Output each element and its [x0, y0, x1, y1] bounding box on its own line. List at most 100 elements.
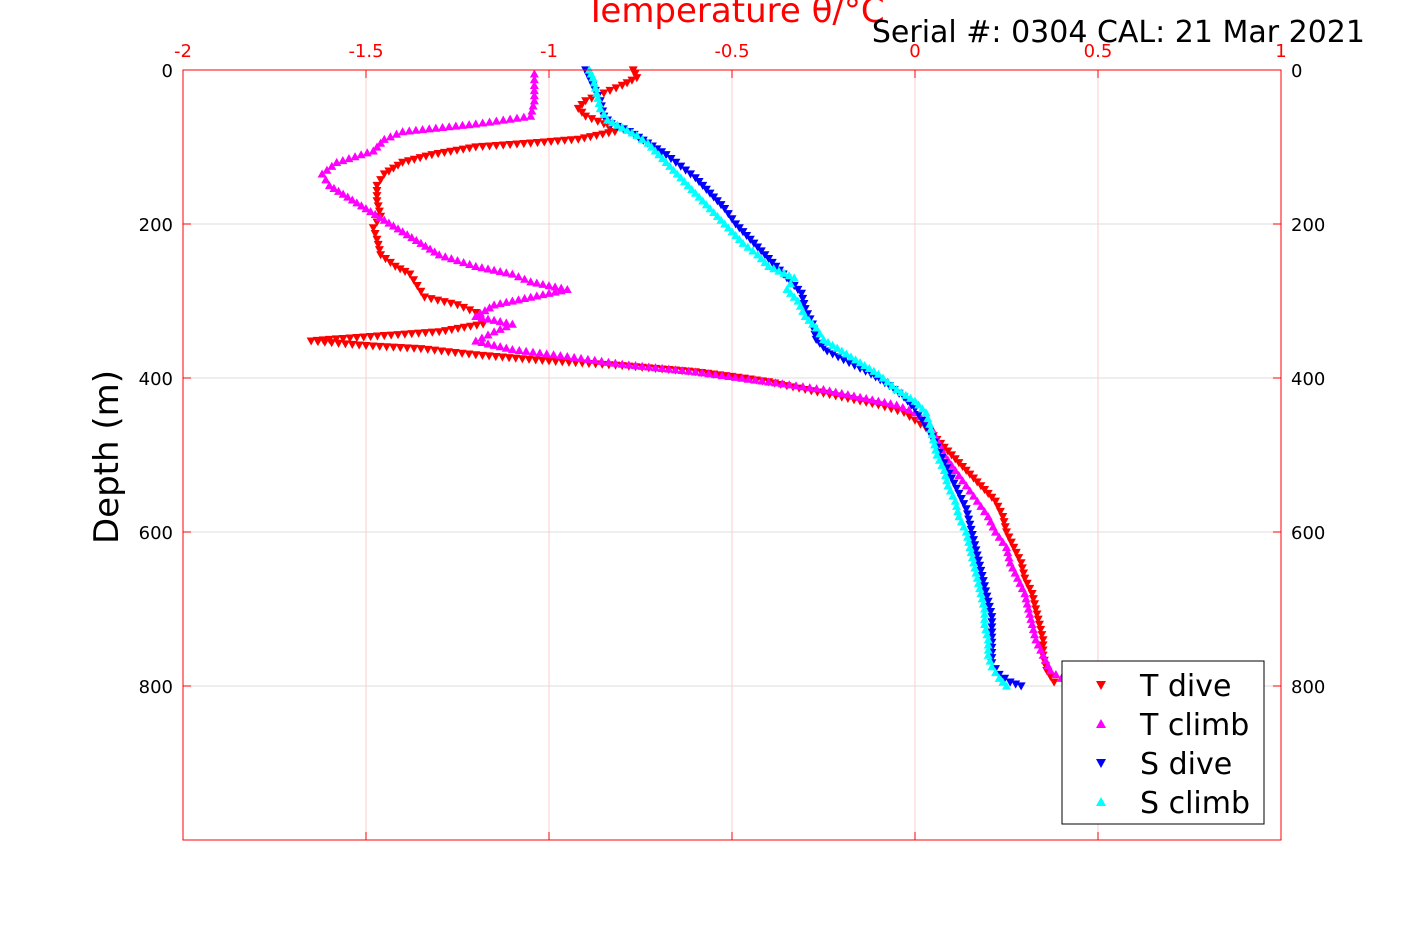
data-point	[1008, 563, 1018, 572]
data-point	[982, 592, 992, 601]
data-point	[632, 74, 642, 83]
data-point	[610, 358, 620, 367]
data-point	[447, 326, 457, 335]
data-point	[595, 104, 605, 113]
data-point	[361, 204, 371, 213]
data-point	[553, 137, 563, 146]
data-point	[381, 255, 391, 264]
data-point	[605, 86, 615, 96]
legend-box	[1061, 660, 1265, 825]
data-point	[991, 497, 1001, 506]
data-point	[1002, 528, 1011, 537]
data-point	[991, 527, 1001, 536]
data-point	[664, 364, 674, 373]
data-point	[453, 301, 462, 310]
data-point	[869, 366, 879, 375]
data-point	[1051, 669, 1061, 679]
data-point	[388, 164, 398, 173]
y-tick-label-right: 600	[1291, 523, 1325, 544]
data-point	[961, 527, 971, 536]
data-point	[416, 287, 426, 296]
data-point	[798, 294, 808, 303]
data-point	[1004, 533, 1014, 542]
data-point	[555, 351, 565, 360]
data-point	[661, 151, 671, 160]
data-point	[374, 246, 384, 255]
data-point	[983, 597, 993, 606]
data-point	[592, 88, 602, 97]
data-point	[970, 563, 980, 572]
data-point	[797, 289, 807, 298]
data-point	[340, 340, 350, 349]
data-point	[529, 96, 539, 105]
data-point	[637, 134, 647, 143]
data-point	[676, 162, 686, 171]
data-point	[434, 328, 444, 337]
data-point	[975, 583, 985, 593]
data-point	[581, 112, 591, 121]
data-point	[666, 154, 676, 164]
data-point	[560, 136, 570, 145]
data-point	[433, 296, 443, 305]
data-point	[1032, 610, 1042, 619]
data-point	[495, 324, 505, 333]
data-point	[388, 343, 398, 352]
data-point	[855, 358, 865, 367]
data-point	[926, 424, 936, 433]
data-point	[566, 136, 576, 145]
data-point	[632, 130, 642, 140]
data-point	[392, 129, 401, 138]
data-point	[439, 148, 449, 157]
data-point	[995, 507, 1005, 516]
data-point	[372, 187, 382, 196]
data-point	[321, 175, 331, 184]
data-point	[784, 380, 794, 389]
data-point	[980, 614, 990, 623]
data-point	[896, 387, 906, 397]
legend-marker-icon	[1096, 759, 1106, 768]
data-point	[529, 86, 539, 95]
y-tick-label-left: 400	[139, 369, 173, 390]
data-point	[791, 381, 801, 390]
data-point	[961, 505, 971, 514]
data-point	[521, 346, 531, 355]
data-point	[517, 355, 527, 364]
data-point	[724, 371, 734, 380]
data-point	[981, 587, 991, 596]
data-point	[393, 161, 403, 170]
data-point	[529, 69, 539, 78]
data-point	[972, 551, 982, 560]
data-point	[670, 365, 680, 374]
data-point	[959, 500, 969, 509]
data-point	[426, 295, 436, 304]
legend-entry-label: T dive	[1139, 669, 1231, 704]
x-tick-label: 1	[1275, 41, 1286, 62]
data-point	[681, 166, 691, 175]
data-point	[343, 192, 353, 201]
data-point	[398, 227, 408, 236]
data-point	[416, 238, 426, 247]
data-point	[457, 349, 467, 358]
data-point	[686, 170, 696, 179]
data-point	[757, 376, 767, 385]
data-point	[782, 284, 792, 294]
data-point	[1033, 640, 1043, 649]
data-point	[400, 330, 410, 339]
data-point	[864, 363, 874, 372]
data-point	[980, 604, 990, 613]
data-point	[404, 126, 414, 135]
data-point	[331, 335, 341, 344]
data-point	[531, 356, 541, 365]
data-point	[514, 272, 523, 281]
data-point	[483, 330, 493, 339]
data-point	[789, 273, 799, 282]
y-tick-label-left: 800	[139, 677, 173, 698]
data-point	[942, 476, 952, 485]
data-point	[717, 370, 727, 380]
data-point	[478, 118, 488, 127]
data-point	[971, 546, 981, 555]
data-point	[526, 111, 536, 120]
data-point	[967, 553, 977, 562]
data-point	[444, 122, 454, 131]
data-point	[993, 502, 1003, 511]
